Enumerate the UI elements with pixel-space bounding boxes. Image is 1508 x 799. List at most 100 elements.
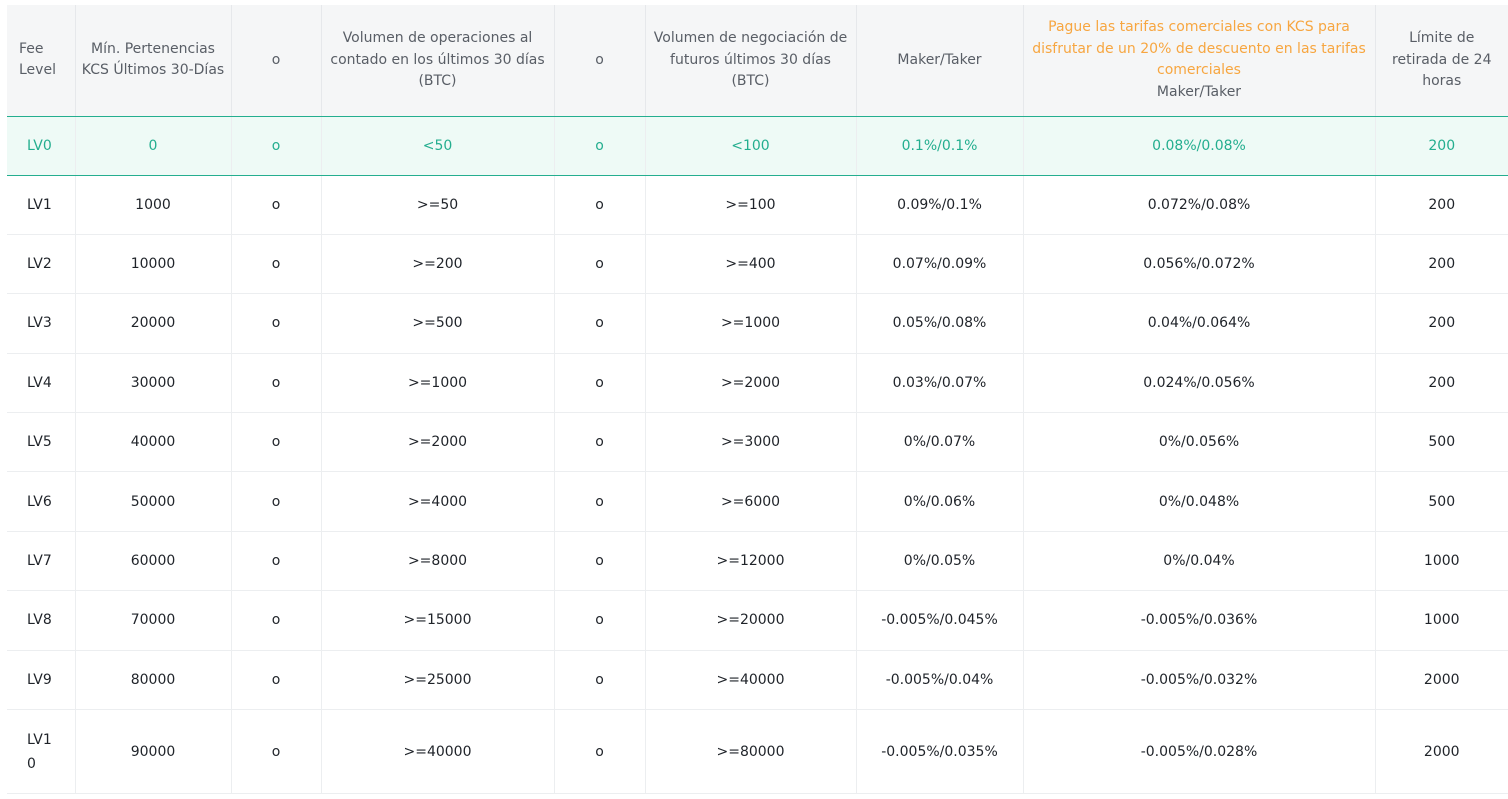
cell-spot-volume: >=2000 [321, 412, 555, 473]
cell-futures-volume: >=6000 [645, 471, 857, 532]
cell-spot-volume: >=200 [321, 234, 555, 295]
cell-withdraw-limit: 200 [1375, 116, 1508, 176]
cell-or-1: o [231, 116, 322, 176]
cell-or-1: o [231, 650, 322, 711]
cell-withdraw-limit: 500 [1375, 471, 1508, 532]
cell-spot-volume: >=15000 [321, 590, 555, 651]
header-futures-volume: Volumen de negociación de futuros último… [645, 5, 857, 117]
cell-futures-volume: >=1000 [645, 293, 857, 354]
cell-min-kcs-holdings: 10000 [75, 234, 232, 295]
cell-or-2: o [554, 650, 646, 711]
cell-or-1: o [231, 471, 322, 532]
cell-or-2: o [554, 590, 646, 651]
header-kcs-discount: Pague las tarifas comerciales con KCS pa… [1023, 5, 1376, 117]
cell-or-2: o [554, 234, 646, 295]
header-or-2: o [554, 5, 646, 117]
cell-kcs-maker-taker: -0.005%/0.032% [1023, 650, 1376, 711]
cell-fee-level: LV3 [7, 293, 76, 354]
cell-spot-volume: >=4000 [321, 471, 555, 532]
cell-spot-volume: >=40000 [321, 709, 555, 795]
table-row: LV1 1000 o >=50 o >=100 0.09%/0.1% 0.072%/0.08%… [7, 175, 1508, 235]
cell-futures-volume: >=40000 [645, 650, 857, 711]
cell-maker-taker: 0%/0.06% [856, 471, 1024, 532]
cell-fee-level: LV5 [7, 412, 76, 473]
cell-spot-volume: >=1000 [321, 353, 555, 414]
cell-or-1: o [231, 175, 322, 235]
cell-futures-volume: >=2000 [645, 353, 857, 414]
cell-min-kcs-holdings: 80000 [75, 650, 232, 711]
cell-spot-volume: >=8000 [321, 531, 555, 592]
kcs-maker-taker-label: Maker/Taker [1156, 83, 1242, 100]
cell-or-2: o [554, 412, 646, 473]
header-spot-volume: Volumen de operaciones al contado en los… [321, 5, 555, 117]
cell-futures-volume: >=12000 [645, 531, 857, 592]
header-withdraw-limit: Límite de retirada de 24 horas [1375, 5, 1508, 117]
cell-futures-volume: >=80000 [645, 709, 857, 795]
cell-withdraw-limit: 200 [1375, 175, 1508, 235]
cell-withdraw-limit: 200 [1375, 353, 1508, 414]
header-row: Fee Level Mín. Pertenencias KCS Últimos … [7, 5, 1508, 117]
cell-min-kcs-holdings: 30000 [75, 353, 232, 414]
cell-or-1: o [231, 531, 322, 592]
cell-kcs-maker-taker: 0.024%/0.056% [1023, 353, 1376, 414]
cell-kcs-maker-taker: 0.056%/0.072% [1023, 234, 1376, 295]
kcs-discount-promo-text: Pague las tarifas comerciales con KCS pa… [1032, 19, 1366, 79]
cell-fee-level: LV0 [7, 116, 76, 176]
cell-min-kcs-holdings: 50000 [75, 471, 232, 532]
cell-or-1: o [231, 293, 322, 354]
cell-min-kcs-holdings: 60000 [75, 531, 232, 592]
cell-or-1: o [231, 590, 322, 651]
cell-or-2: o [554, 709, 646, 795]
cell-min-kcs-holdings: 1000 [75, 175, 232, 235]
header-min-kcs-holdings: Mín. Pertenencias KCS Últimos 30-Días [75, 5, 232, 117]
cell-min-kcs-holdings: 70000 [75, 590, 232, 651]
cell-spot-volume: >=500 [321, 293, 555, 354]
cell-futures-volume: >=100 [645, 175, 857, 235]
cell-min-kcs-holdings: 0 [75, 116, 232, 176]
cell-or-2: o [554, 471, 646, 532]
cell-withdraw-limit: 2000 [1375, 709, 1508, 795]
cell-maker-taker: -0.005%/0.035% [856, 709, 1024, 795]
cell-min-kcs-holdings: 20000 [75, 293, 232, 354]
cell-or-1: o [231, 234, 322, 295]
table-row: LV6 50000 o >=4000 o >=6000 0%/0.06% 0%/0.048% 5… [7, 471, 1508, 532]
cell-kcs-maker-taker: -0.005%/0.036% [1023, 590, 1376, 651]
cell-withdraw-limit: 200 [1375, 293, 1508, 354]
cell-withdraw-limit: 1000 [1375, 590, 1508, 651]
cell-kcs-maker-taker: 0.08%/0.08% [1023, 116, 1376, 176]
cell-fee-level: LV1 [7, 175, 76, 235]
cell-maker-taker: 0.03%/0.07% [856, 353, 1024, 414]
cell-fee-level: LV10 [7, 709, 76, 795]
cell-or-2: o [554, 116, 646, 176]
table-row: LV8 70000 o >=15000 o >=20000 -0.005%/0.045% -0… [7, 590, 1508, 651]
table-row: LV2 10000 o >=200 o >=400 0.07%/0.09% 0.056%/0.… [7, 234, 1508, 295]
cell-withdraw-limit: 1000 [1375, 531, 1508, 592]
cell-maker-taker: 0.09%/0.1% [856, 175, 1024, 235]
table-row: LV4 30000 o >=1000 o >=2000 0.03%/0.07% 0.024%/… [7, 353, 1508, 414]
cell-spot-volume: <50 [321, 116, 555, 176]
cell-fee-level: LV7 [7, 531, 76, 592]
cell-withdraw-limit: 2000 [1375, 650, 1508, 711]
fee-level-table: Fee Level Mín. Pertenencias KCS Últimos … [7, 5, 1508, 795]
cell-min-kcs-holdings: 90000 [75, 709, 232, 795]
cell-kcs-maker-taker: 0.072%/0.08% [1023, 175, 1376, 235]
cell-fee-level: LV4 [7, 353, 76, 414]
cell-fee-level: LV2 [7, 234, 76, 295]
cell-kcs-maker-taker: 0%/0.056% [1023, 412, 1376, 473]
table-row: LV10 90000 o >=40000 o >=80000 -0.005%/0.035% -… [7, 709, 1508, 795]
cell-maker-taker: 0.07%/0.09% [856, 234, 1024, 295]
cell-futures-volume: >=400 [645, 234, 857, 295]
cell-or-1: o [231, 353, 322, 414]
cell-maker-taker: 0%/0.07% [856, 412, 1024, 473]
table-row: LV7 60000 o >=8000 o >=12000 0%/0.05% 0%/0.04% 1… [7, 531, 1508, 592]
cell-futures-volume: >=3000 [645, 412, 857, 473]
cell-fee-level: LV6 [7, 471, 76, 532]
cell-or-1: o [231, 709, 322, 795]
header-or-1: o [231, 5, 322, 117]
cell-maker-taker: 0.05%/0.08% [856, 293, 1024, 354]
fee-table-container: Fee Level Mín. Pertenencias KCS Últimos … [7, 5, 1508, 795]
cell-maker-taker: 0%/0.05% [856, 531, 1024, 592]
cell-withdraw-limit: 500 [1375, 412, 1508, 473]
cell-kcs-maker-taker: -0.005%/0.028% [1023, 709, 1376, 795]
header-maker-taker: Maker/Taker [856, 5, 1024, 117]
